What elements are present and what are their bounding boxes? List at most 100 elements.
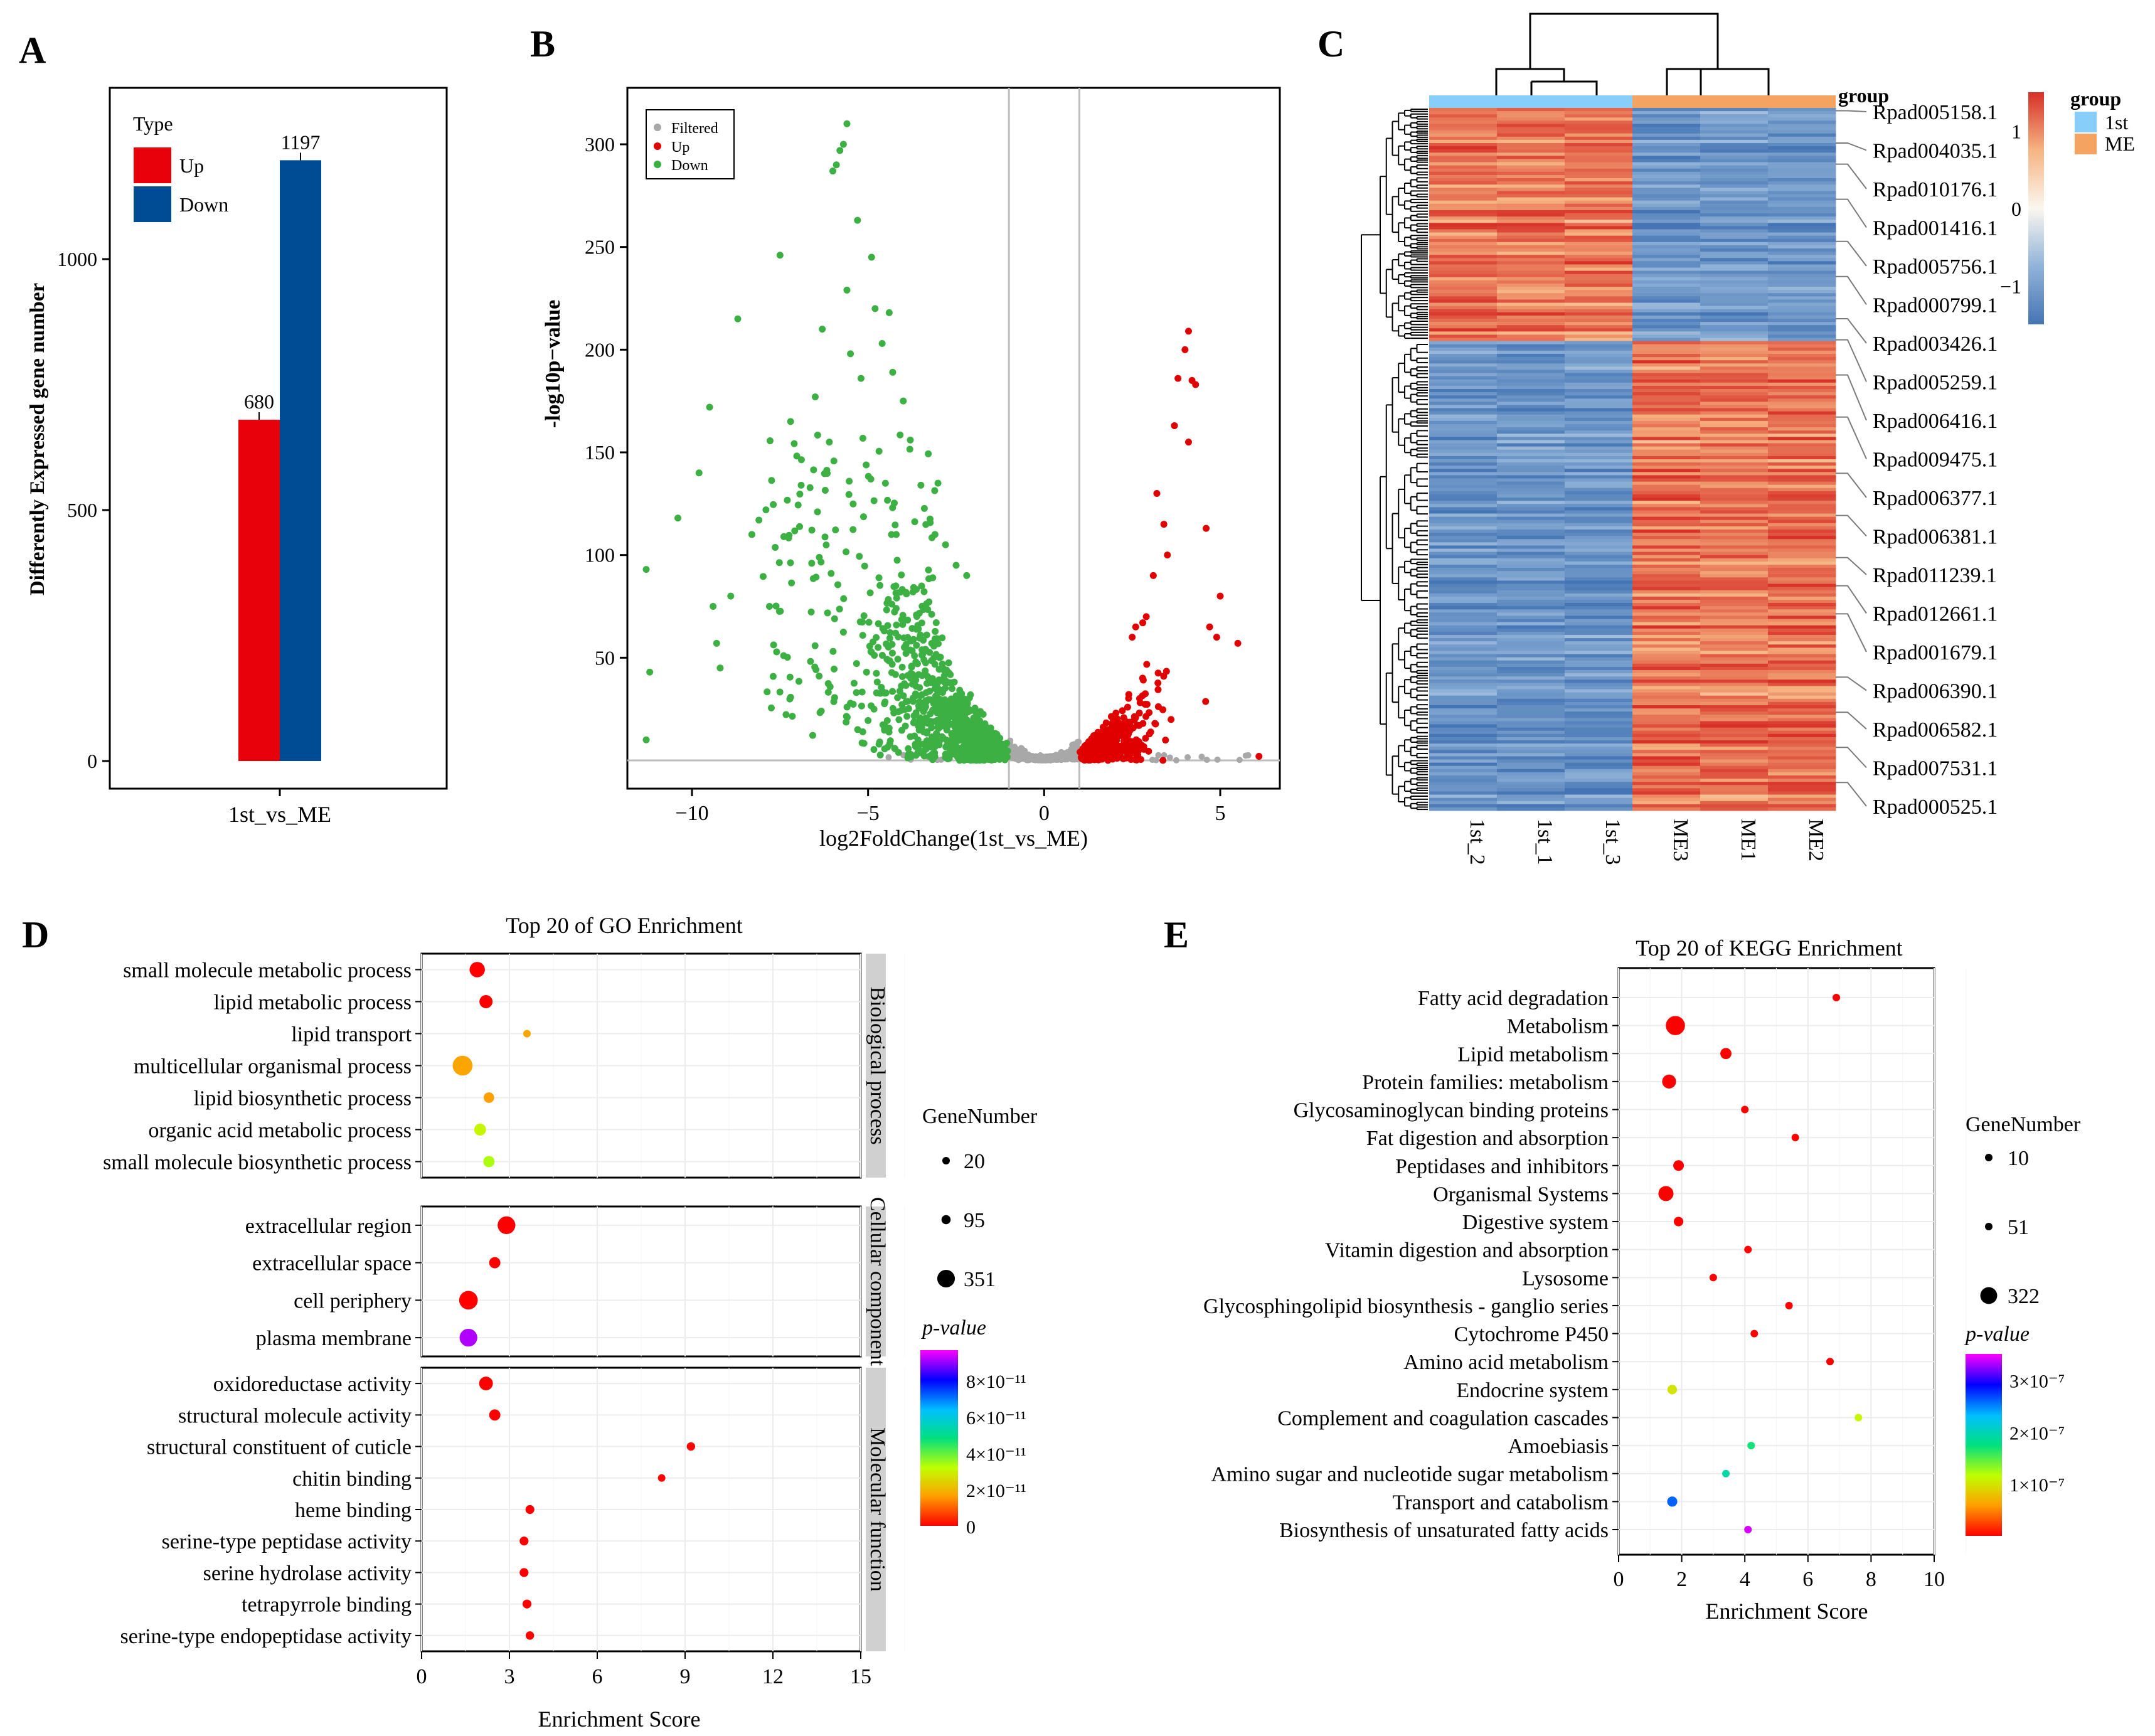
panel-b-point-down — [951, 738, 959, 746]
panel-e-point — [1709, 1274, 1717, 1282]
panel-c-heat-cell — [1700, 159, 1769, 163]
panel-c-heat-cell — [1565, 740, 1633, 744]
panel-c-legend-title: group — [2070, 87, 2121, 110]
panel-b-point-down — [910, 636, 917, 643]
panel-d-go-enrichment: Top 20 of GO Enrichment Biological proce… — [103, 913, 1038, 1732]
panel-c-heat-cell — [1497, 267, 1565, 272]
panel-c-heat-cell — [1565, 628, 1633, 632]
panel-c-heat-cell — [1497, 701, 1565, 706]
panel-b-point-up — [1153, 489, 1161, 497]
panel-d-term-label: heme binding — [295, 1499, 412, 1522]
panel-d-color-legend-title: p-value — [921, 1316, 986, 1339]
panel-b-point-up — [1192, 381, 1200, 388]
panel-c-heat-cell — [1768, 370, 1836, 374]
panel-b-point-down — [791, 527, 799, 535]
panel-c-heat-cell — [1632, 807, 1701, 811]
panel-c-heat-cell — [1700, 551, 1769, 556]
panel-c-heat-cell — [1700, 216, 1769, 220]
panel-c-heatmap: group Rpad005158.1Rpad004035.1Rpad010176… — [1361, 13, 2135, 865]
panel-b-point-down — [795, 678, 802, 685]
panel-b-point-up — [1181, 346, 1189, 353]
panel-c-heat-cell — [1497, 593, 1565, 597]
panel-c-heat-cell — [1768, 385, 1836, 390]
panel-c-heat-cell — [1565, 705, 1633, 709]
panel-b-point-filtered — [1018, 752, 1024, 759]
panel-c-heat-cell — [1565, 698, 1633, 703]
panel-b-point-down — [900, 397, 907, 405]
panel-e-x-axis-label: Enrichment Score — [1706, 1599, 1868, 1624]
panel-c-heat-cell — [1565, 385, 1633, 390]
panel-c-heat-cell — [1497, 666, 1565, 671]
panel-c-heat-cell — [1632, 472, 1701, 476]
panel-c-heat-cell — [1497, 328, 1565, 332]
panel-b-point-up — [1151, 720, 1159, 727]
panel-b-point-down — [933, 635, 940, 642]
panel-c-heat-cell — [1700, 568, 1769, 572]
panel-c-heat-cell — [1632, 459, 1701, 463]
panel-c-heat-cell — [1632, 347, 1701, 351]
panel-c-heat-cell — [1768, 619, 1836, 623]
panel-c-heat-cell — [1497, 216, 1565, 220]
panel-c-heat-cell — [1700, 389, 1769, 393]
panel-c-heat-cell — [1700, 785, 1769, 789]
panel-c-heat-cell — [1700, 523, 1769, 527]
panel-c-row-label-leader — [1836, 782, 1867, 807]
panel-c-heat-cell — [1700, 657, 1769, 661]
panel-b-point-down — [789, 713, 796, 720]
panel-c-column-dendrogram — [1495, 13, 1770, 95]
panel-c-heat-cell — [1565, 382, 1633, 386]
panel-c-heat-cell — [1632, 238, 1701, 243]
panel-c-heat-cell — [1497, 683, 1565, 686]
panel-c-row-label: Rpad006582.1 — [1873, 718, 1998, 742]
panel-c-heat-cell — [1429, 615, 1498, 620]
panel-b-point-down — [777, 607, 784, 615]
panel-c-heat-cell — [1429, 252, 1498, 255]
panel-c-heat-cell — [1429, 385, 1498, 390]
panel-c-heat-cell — [1565, 206, 1633, 211]
panel-c-heat-cell — [1700, 724, 1769, 728]
panel-d-point — [519, 1568, 529, 1577]
panel-b-point-down — [988, 757, 996, 764]
panel-b-point-down — [849, 500, 857, 508]
panel-c-heat-cell — [1429, 791, 1498, 796]
panel-c-heat-cell — [1497, 411, 1565, 415]
panel-c-heat-cell — [1497, 542, 1565, 546]
panel-c-heat-cell — [1497, 296, 1565, 300]
panel-c-heat-cell — [1429, 756, 1498, 760]
panel-c-heat-cell — [1768, 577, 1836, 581]
panel-c-heat-cell — [1497, 414, 1565, 418]
panel-c-heat-cell — [1632, 290, 1701, 294]
panel-b-point-down — [923, 631, 930, 639]
panel-b-point-down — [969, 740, 976, 747]
panel-b-point-down — [695, 469, 703, 477]
panel-c-heat-cell — [1768, 673, 1836, 677]
panel-b-point-down — [867, 648, 875, 656]
panel-c-heat-cell — [1497, 449, 1565, 454]
panel-c-heat-cell — [1632, 395, 1701, 399]
panel-c-heat-cell — [1565, 533, 1633, 536]
panel-c-heat-cell — [1497, 261, 1565, 265]
panel-c-heat-cell — [1632, 686, 1701, 690]
panel-c-column-label: 1st_1 — [1533, 819, 1556, 865]
panel-c-colorbar-tick: 1 — [2011, 120, 2021, 143]
panel-c-heat-cell — [1497, 705, 1565, 709]
panel-c-heat-cell — [1632, 651, 1701, 655]
panel-c-heat-cell — [1429, 519, 1498, 524]
panel-e-point — [1854, 1414, 1863, 1422]
panel-d-point — [479, 1377, 493, 1391]
panel-c-heat-cell — [1429, 414, 1498, 418]
panel-c-heat-cell — [1497, 577, 1565, 581]
panel-e-colorbar — [1966, 1354, 2002, 1536]
panel-c-heat-cell — [1632, 501, 1701, 504]
panel-b-point-down — [906, 445, 913, 453]
panel-c-heat-cell — [1768, 389, 1836, 393]
panel-c-heat-cell — [1497, 641, 1565, 645]
panel-e-term-label: Complement and coagulation cascades — [1277, 1407, 1609, 1430]
panel-c-heat-cell — [1497, 565, 1565, 568]
panel-c-heat-cell — [1632, 625, 1701, 629]
panel-c-group-cell — [1429, 95, 1497, 109]
panel-d-point — [522, 1599, 532, 1609]
panel-c-heat-cell — [1632, 631, 1701, 636]
panel-c-heat-cell — [1429, 737, 1498, 741]
